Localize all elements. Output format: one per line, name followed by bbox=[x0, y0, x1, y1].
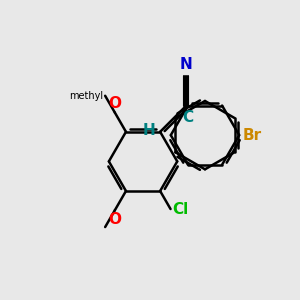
Text: H: H bbox=[143, 123, 156, 138]
Text: N: N bbox=[180, 57, 193, 72]
Text: methyl: methyl bbox=[70, 91, 104, 101]
Text: Br: Br bbox=[242, 128, 261, 142]
Text: O: O bbox=[108, 96, 121, 111]
Text: O: O bbox=[108, 212, 121, 227]
Text: Cl: Cl bbox=[172, 202, 188, 217]
Text: C: C bbox=[182, 110, 194, 125]
